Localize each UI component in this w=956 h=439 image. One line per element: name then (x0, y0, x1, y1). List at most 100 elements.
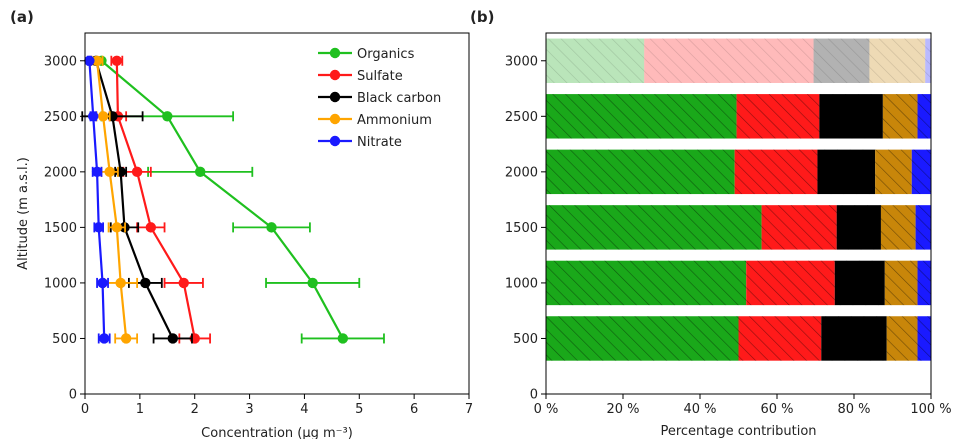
y-tick-label: 1500 (44, 221, 77, 236)
series-line-4 (88, 60, 106, 339)
bar-hatch-500-0 (546, 316, 739, 361)
legend-label-0: Organics (357, 47, 415, 62)
bar-hatch-1500-3 (880, 205, 916, 250)
x-tick-label: 6 (410, 402, 418, 417)
x-tick-label: 80 % (837, 402, 870, 417)
x-axis-title: Concentration (µg m⁻³) (201, 426, 353, 439)
data-point-3-5 (91, 55, 103, 66)
x-tick-label: 100 % (910, 402, 951, 417)
data-point-4-2 (93, 222, 104, 233)
bar-hatch-2500-2 (819, 94, 883, 139)
y-axis-title: Altitude (m a.s.l.) (16, 157, 31, 270)
data-point-3-3 (104, 166, 115, 178)
y-tick-label: 2000 (44, 165, 77, 180)
bar-hatch-1000-2 (834, 260, 885, 306)
data-point-4-4 (88, 111, 99, 122)
y-tick-label: 2500 (44, 110, 77, 125)
panel-b-label: (b) (470, 8, 494, 26)
data-point-3-1 (115, 277, 126, 289)
y-tick-label: 3000 (44, 54, 77, 69)
data-point-0-0 (337, 333, 349, 344)
data-point-4-5 (84, 55, 95, 66)
bar-hatch-3000-0 (546, 38, 645, 83)
legend-marker-2 (329, 91, 341, 103)
y-tick-label: 0 (69, 388, 77, 403)
bar-hatch-500-3 (886, 316, 918, 361)
data-point-2-0 (167, 333, 178, 344)
bar-hatch-500-4 (917, 316, 931, 361)
legend-marker-0 (329, 47, 341, 59)
data-point-1-1 (178, 277, 189, 289)
data-point-4-1 (97, 277, 108, 289)
data-point-0-4 (162, 111, 173, 122)
panel-a-frame (84, 32, 470, 395)
x-tick-label: 7 (465, 402, 473, 417)
y-tick-label: 0 (530, 388, 538, 403)
bar-hatch-2500-0 (546, 94, 737, 139)
x-tick-label: 60 % (760, 402, 793, 417)
data-point-1-3 (131, 166, 143, 178)
x-tick-label: 2 (191, 402, 199, 417)
y-tick-label: 2000 (505, 165, 538, 180)
x-tick-label: 20 % (606, 402, 639, 417)
legend-label-4: Nitrate (357, 135, 402, 150)
bar-hatch-500-2 (821, 316, 887, 361)
bar-hatch-2000-2 (817, 149, 876, 195)
data-point-0-3 (195, 166, 206, 178)
data-point-3-0 (120, 333, 132, 344)
panel-a-line-chart: 0 1 2 3 4 5 6 7 0 500 1000 1500 2000 2500 3000 Concentr… (16, 32, 473, 439)
data-point-3-2 (111, 222, 123, 233)
legend-marker-4 (329, 135, 341, 147)
bar-hatch-3000-2 (813, 38, 870, 83)
bar-hatch-1000-0 (546, 260, 747, 306)
x-axis-title: Percentage contribution (660, 424, 816, 439)
panel-a-label: (a) (10, 8, 34, 26)
bar-hatch-1000-4 (917, 260, 931, 306)
data-point-0-1 (307, 277, 318, 289)
bar-hatch-2000-0 (546, 149, 735, 195)
x-tick-label: 5 (355, 402, 363, 417)
bar-hatch-2500-4 (917, 94, 931, 139)
panel-b-stacked-bar-chart: 0 % 20 % 40 % 60 % 80 % 100 % 0 500 1000 1500 2000… (505, 32, 952, 439)
x-tick-label: 4 (300, 402, 308, 417)
series-line-1 (115, 60, 196, 339)
data-point-2-1 (140, 277, 151, 289)
bar-hatch-3000-4 (925, 38, 931, 83)
bar-hatch-1000-3 (884, 260, 918, 306)
x-tick-label: 3 (245, 402, 253, 417)
legend-label-2: Black carbon (357, 91, 441, 106)
legend-marker-1 (329, 69, 341, 81)
data-point-1-5 (111, 55, 123, 66)
legend-marker-3 (329, 113, 341, 125)
y-tick-label: 500 (513, 332, 538, 347)
y-tick-label: 1000 (44, 276, 77, 291)
x-tick-label: 0 (81, 402, 89, 417)
series-line-0 (100, 59, 344, 339)
data-point-4-0 (99, 333, 110, 344)
legend: Organics Sulfate Black carbon Ammonium Nitra… (318, 47, 441, 150)
y-tick-label: 500 (52, 332, 77, 347)
bar-hatch-3000-1 (644, 38, 814, 83)
data-point-4-3 (91, 166, 103, 178)
data-point-1-2 (145, 222, 157, 233)
bar-hatch-2500-3 (882, 94, 918, 139)
bar-hatch-1500-0 (546, 205, 762, 250)
legend-label-1: Sulfate (357, 69, 403, 84)
y-tick-label: 2500 (505, 110, 538, 125)
data-point-0-2 (266, 222, 277, 233)
bar-hatch-500-1 (738, 316, 822, 361)
y-tick-label: 1000 (505, 276, 538, 291)
x-tick-label: 40 % (683, 402, 716, 417)
data-point-3-4 (97, 111, 109, 122)
bar-hatch-2500-1 (736, 94, 820, 139)
series-line-3 (95, 60, 128, 339)
bar-hatch-2000-4 (911, 149, 931, 195)
bar-hatch-3000-3 (869, 38, 926, 83)
bar-hatch-1000-1 (746, 260, 835, 306)
bar-hatch-1500-4 (915, 205, 931, 250)
legend-label-3: Ammonium (357, 113, 432, 128)
bar-hatch-1500-2 (836, 205, 881, 250)
y-tick-label: 3000 (505, 54, 538, 69)
x-tick-label: 0 % (534, 402, 559, 417)
